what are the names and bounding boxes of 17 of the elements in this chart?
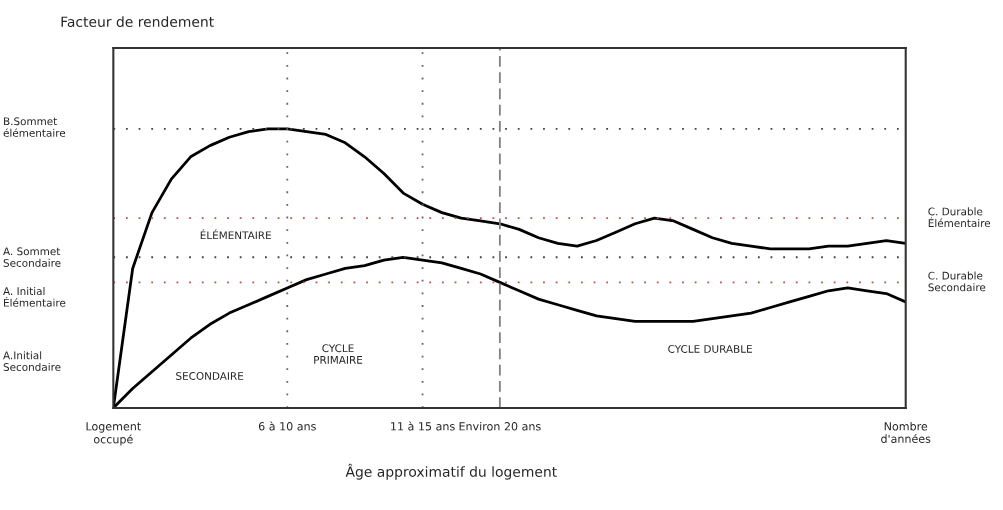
x-axis-title: Âge approximatif du logement [345,463,557,480]
annotation: ÉLÉMENTAIRE [200,229,271,239]
annotation: CYCLE DURABLE [668,345,752,353]
x-tick-label: 6 à 10 ans [258,421,316,431]
ref-line-label: C. Durable Secondaire [928,271,986,292]
annotation: SECONDAIRE [176,372,244,380]
text: Facteur de rendement [61,16,214,27]
text: A. Initial Élémentaire [3,286,66,307]
x-tick-label: Environ 20 ans [459,421,541,431]
text: A. Sommet Secondaire [3,247,61,267]
annotation: CYCLE PRIMAIRE [314,344,363,364]
x-tick-label: 11 à 15 ans [391,421,455,431]
x-tick-label: Nombre d'années [881,421,931,443]
x-tick-label: Logement occupé [86,422,141,446]
ref-line-label: C. Durable Élémentaire [928,207,991,228]
text: B.Sommet élémentaire [3,117,66,137]
text: A.Initial Secondaire [3,351,61,371]
